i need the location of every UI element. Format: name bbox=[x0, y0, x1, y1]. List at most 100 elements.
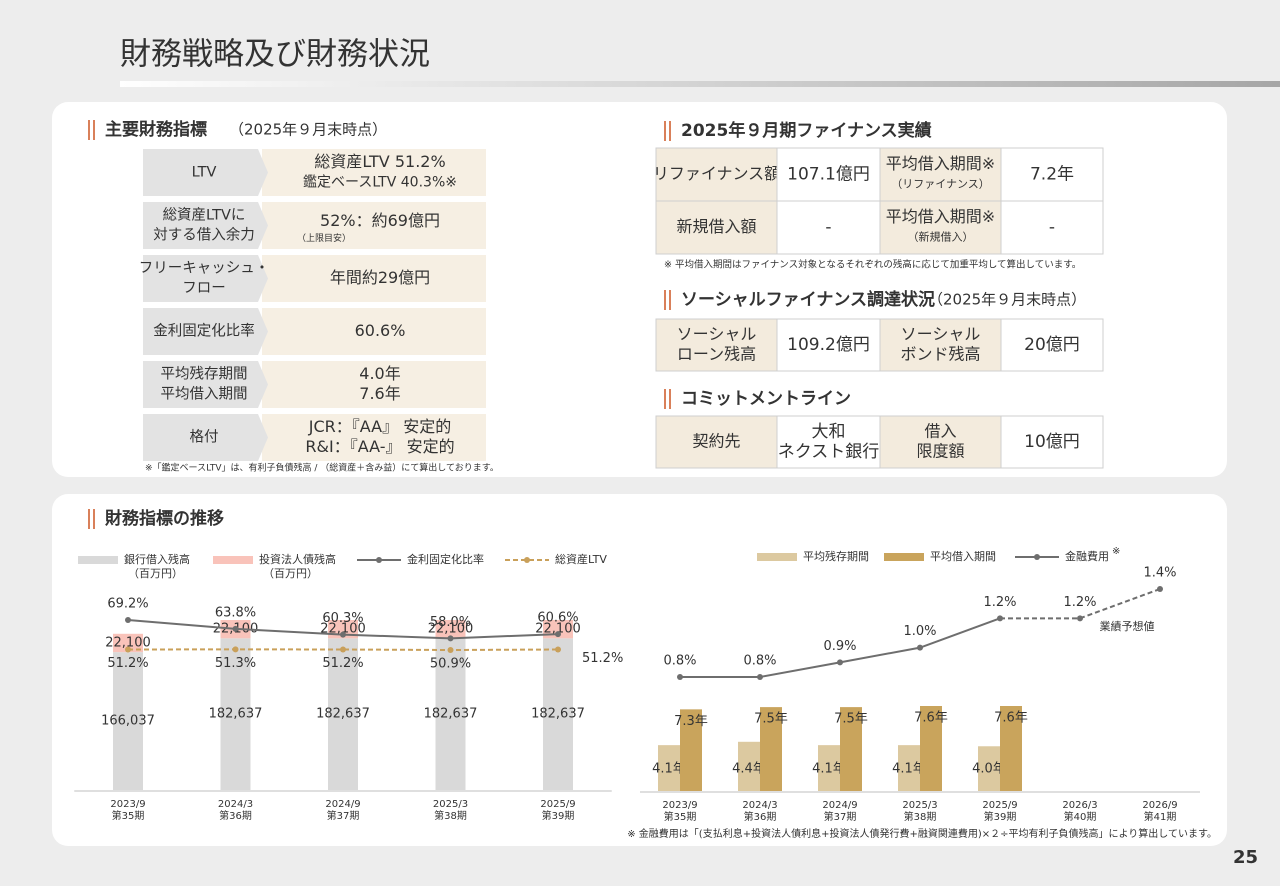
table-cell bbox=[879, 415, 1002, 469]
indicator-value: 7.6年 bbox=[359, 384, 400, 403]
table-cell bbox=[776, 415, 881, 469]
legend-unit: （百万円） bbox=[263, 567, 318, 580]
line-value-label: 1.2% bbox=[1063, 595, 1096, 610]
bar-value-label: 7.6年 bbox=[994, 711, 1028, 726]
bar bbox=[543, 638, 573, 790]
indicator-label: 総資産LTVに bbox=[163, 207, 246, 224]
line-value-label: 1.0% bbox=[903, 624, 936, 639]
line-marker bbox=[1157, 586, 1163, 592]
value-box bbox=[262, 361, 486, 408]
bar-value-label: 22,100 bbox=[105, 635, 151, 650]
bar bbox=[328, 638, 358, 790]
heading-marks bbox=[88, 120, 671, 529]
table-text: 平均借入期間※ bbox=[886, 207, 995, 226]
line-value-label: 51.2% bbox=[322, 656, 363, 671]
line-marker bbox=[757, 674, 763, 680]
bar-value-label: 7.5年 bbox=[834, 712, 868, 727]
table-text: 107.1億円 bbox=[787, 165, 870, 185]
label-box bbox=[143, 149, 268, 196]
table-text: 大和 bbox=[812, 422, 846, 442]
indicator-label: 格付 bbox=[190, 429, 219, 446]
line-marker bbox=[232, 646, 239, 653]
table-cell bbox=[655, 147, 778, 202]
bar-value-label: 7.3年 bbox=[674, 714, 708, 729]
legend-swatch bbox=[1034, 554, 1040, 560]
footnote: ※ 平均借入期間はファイナンス対象となるそれぞれの残高に応じて加重平均して算出し… bbox=[664, 259, 1081, 271]
table-cell bbox=[776, 318, 881, 372]
table-cell bbox=[1000, 318, 1104, 372]
indicator-value: R&I：『AA-』 安定的 bbox=[305, 437, 454, 456]
bar bbox=[435, 620, 466, 639]
table-cell bbox=[776, 147, 881, 202]
line-value-label: 0.8% bbox=[743, 654, 776, 669]
table-text: 限度額 bbox=[916, 442, 964, 461]
legend-label: 銀行借入残高 bbox=[124, 552, 190, 566]
indicator-label: フリーキャッシュ・ bbox=[139, 261, 270, 277]
footnote: ※ 金融費用は「(支払利息+投資法人債利息+投資法人債発行費+融資関連費用)×２… bbox=[627, 827, 1217, 840]
line-value-label: 69.2% bbox=[107, 597, 148, 612]
bar-value-label: 166,037 bbox=[101, 714, 155, 729]
line-marker bbox=[340, 646, 346, 653]
line-marker bbox=[125, 617, 131, 623]
bar bbox=[818, 745, 840, 791]
bar bbox=[738, 741, 760, 791]
legend-label: 平均残存期間 bbox=[803, 549, 869, 563]
line-marker bbox=[997, 615, 1003, 622]
line-value-label: 51.2% bbox=[582, 651, 623, 666]
table-text: ローン残高 bbox=[677, 345, 756, 364]
line-marker bbox=[555, 631, 561, 638]
legend-label: 金利固定化比率 bbox=[407, 552, 484, 566]
x-tick-sublabel: 第37期 bbox=[327, 809, 360, 822]
legend-label: 総資産LTV bbox=[555, 552, 607, 566]
table-text: 契約先 bbox=[692, 432, 740, 451]
line-value-label: 0.9% bbox=[823, 639, 856, 654]
line-value-label: 1.4% bbox=[1143, 566, 1176, 581]
indicator-value: 総資産LTV 51.2% bbox=[314, 152, 445, 171]
x-tick-label: 2025/9 bbox=[540, 799, 575, 810]
legend-swatch bbox=[78, 556, 118, 564]
section-note: （2025年９月末時点） bbox=[928, 291, 1086, 309]
line-value-label: 51.3% bbox=[215, 656, 256, 671]
label-box bbox=[143, 202, 268, 249]
bar bbox=[898, 745, 920, 791]
legend-label: 平均借入期間 bbox=[930, 550, 996, 563]
table-text: - bbox=[1049, 218, 1055, 238]
x-tick-sublabel: 第37期 bbox=[824, 810, 857, 823]
x-tick-label: 2023/9 bbox=[110, 799, 145, 810]
bar bbox=[760, 707, 782, 791]
line-marker bbox=[837, 659, 843, 666]
bar bbox=[220, 638, 251, 790]
page-title: 財務戦略及び財務状況 bbox=[120, 37, 430, 73]
table-text: 10億円 bbox=[1024, 432, 1080, 452]
x-tick-label: 2026/3 bbox=[1062, 800, 1097, 811]
legend-label: 金融費用 bbox=[1065, 549, 1109, 563]
section-heading: ソーシャルファイナンス調達状況 bbox=[681, 289, 935, 310]
line-value-label: 50.9% bbox=[430, 657, 471, 672]
bar bbox=[978, 746, 1000, 791]
bar-value-label: 4.1年 bbox=[652, 762, 686, 777]
bar-value-label: 7.6年 bbox=[914, 711, 948, 726]
table-cell bbox=[879, 318, 1002, 372]
table-cell bbox=[776, 200, 881, 255]
legend-label: 投資法人債残高 bbox=[259, 552, 336, 566]
indicator-value: 年間約29億円 bbox=[330, 268, 430, 287]
section-heading: 2025年９月期ファイナンス実績 bbox=[681, 120, 932, 141]
x-tick-label: 2024/3 bbox=[218, 799, 253, 810]
value-box bbox=[262, 255, 486, 302]
indicator-value: 4.0年 bbox=[359, 364, 400, 383]
indicator-label: 平均借入期間 bbox=[161, 386, 248, 403]
bar-value-label: 7.5年 bbox=[754, 712, 788, 727]
line-value-label: 0.8% bbox=[663, 654, 696, 669]
annotation: 業績予想値 bbox=[1100, 619, 1155, 633]
table-text: 20億円 bbox=[1024, 335, 1080, 355]
footnote: ※「鑑定ベースLTV」は、有利子負債残高 / （総資産＋含み益）にて算出しており… bbox=[145, 462, 499, 474]
table-text: - bbox=[825, 218, 831, 238]
x-tick-sublabel: 第39期 bbox=[542, 809, 575, 822]
bar-value-label: 4.1年 bbox=[892, 762, 926, 777]
bar-value-label: 4.1年 bbox=[812, 762, 846, 777]
value-box bbox=[262, 308, 486, 355]
bar-value-label: 4.4年 bbox=[732, 762, 766, 777]
bar bbox=[658, 745, 680, 791]
table-cell bbox=[1000, 147, 1104, 202]
